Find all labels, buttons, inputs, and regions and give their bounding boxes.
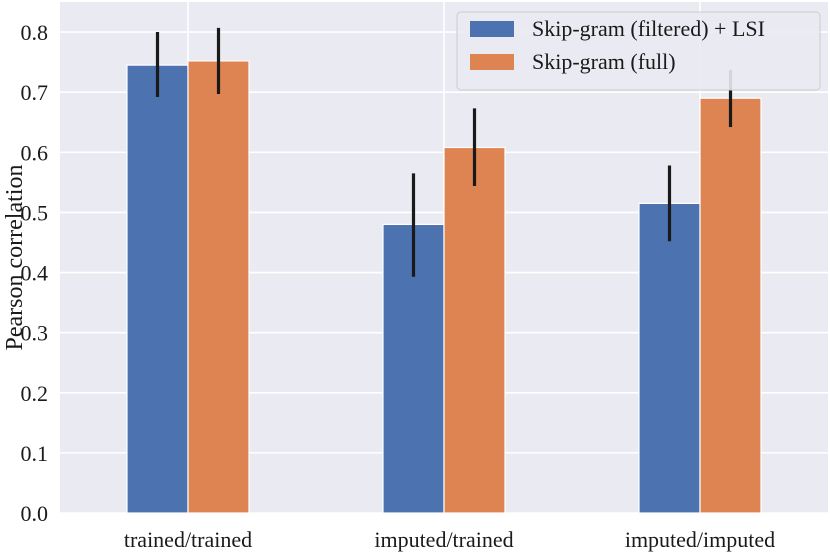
y-tick-label: 0.1 <box>21 441 49 466</box>
bar <box>443 146 506 514</box>
y-tick-label: 0.3 <box>21 321 49 346</box>
bars <box>126 60 762 514</box>
legend-label-filtered-lsi: Skip-gram (filtered) + LSI <box>532 16 765 41</box>
legend-swatch-filtered-lsi <box>470 21 514 37</box>
bar <box>126 64 189 514</box>
y-tick-label: 0.4 <box>21 261 49 286</box>
legend-label-full: Skip-gram (full) <box>532 49 676 74</box>
x-tick-label: imputed/trained <box>374 527 513 552</box>
y-tick-label: 0.2 <box>21 381 49 406</box>
legend: Skip-gram (filtered) + LSI Skip-gram (fu… <box>456 11 821 91</box>
x-tick-label: trained/trained <box>124 527 252 552</box>
legend-swatch-full <box>470 54 514 70</box>
y-tick-labels: 0.0 0.1 0.2 0.3 0.4 0.5 0.6 0.7 0.8 <box>21 20 49 526</box>
x-tick-label: imputed/imputed <box>625 527 775 552</box>
y-tick-label: 0.0 <box>21 501 49 526</box>
y-tick-label: 0.5 <box>21 200 49 225</box>
y-axis-title: Pearson correlation <box>2 165 28 351</box>
bar <box>638 202 701 514</box>
bar <box>699 97 762 514</box>
y-tick-label: 0.7 <box>21 80 49 105</box>
y-tick-label: 0.6 <box>21 140 49 165</box>
y-tick-label: 0.8 <box>21 20 49 45</box>
x-tick-labels: trained/trained imputed/trained imputed/im… <box>124 527 775 552</box>
bar <box>187 60 250 514</box>
legend-box <box>456 11 821 91</box>
